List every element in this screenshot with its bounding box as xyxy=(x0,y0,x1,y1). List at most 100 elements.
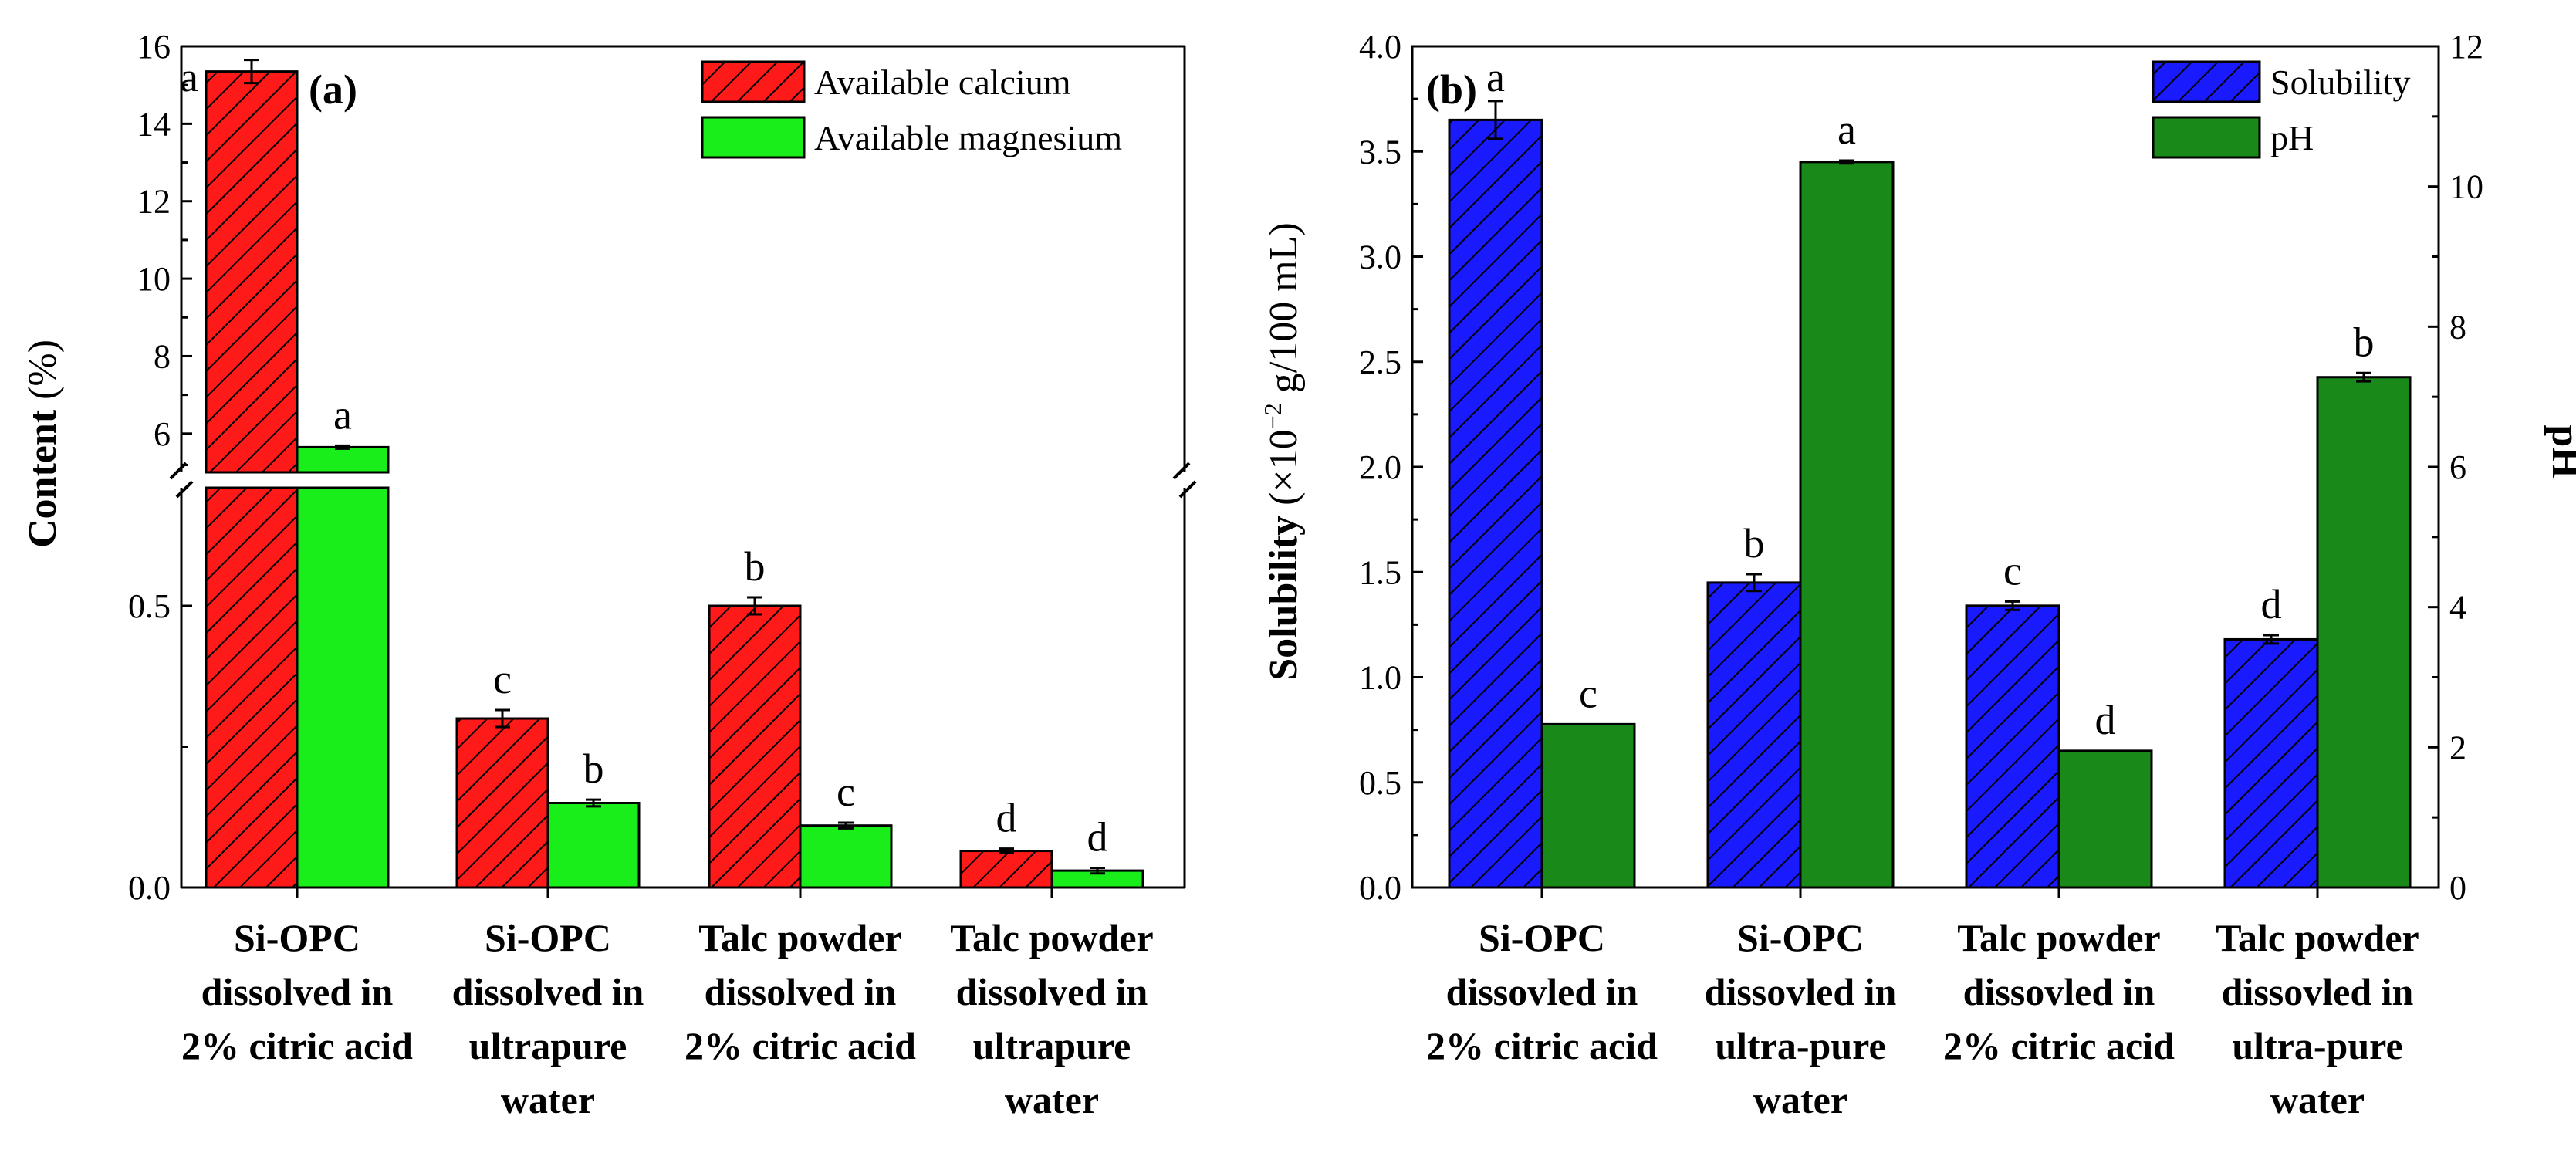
panel-a-legend: Available calcium Available magnesium xyxy=(701,60,1122,159)
legend-swatch-solubility xyxy=(2152,60,2261,103)
legend-label-available-magnesium: Available magnesium xyxy=(814,118,1122,157)
panel-a-category-label-3-line-1: Talc powder xyxy=(698,916,901,959)
panel-a-category-label-2-line-3: ultrapure xyxy=(469,1024,627,1067)
panel-a-y-tick-label-upper-5: 14 xyxy=(137,105,171,143)
panel-b-category-label-3-line-1: Talc powder xyxy=(1957,916,2160,959)
available-calcium-bar-1-upper xyxy=(205,70,299,474)
panel-b-chart: a b c d c a d b 0.0 0.5 1.0 1.5 2.0 2.5 3.0 3.5 4.0 0 2 4 6… xyxy=(1259,28,2576,1121)
panel-a-category-label-2-line-1: Si-OPC xyxy=(485,916,611,959)
panel-b-right-tick-label-5: 8 xyxy=(2449,308,2466,346)
panel-a-y-tick-label-lower-2: 0.5 xyxy=(128,587,171,625)
panel-b-category-label-1-line-1: Si-OPC xyxy=(1479,916,1605,959)
ph-bar-1 xyxy=(1540,722,1636,889)
solubility-bar-2 xyxy=(1706,581,1802,889)
panel-b-label: (b) xyxy=(1426,66,1477,113)
panel-a-y-tick-label-upper-2: 8 xyxy=(154,337,171,375)
available-calcium-bar-4 xyxy=(959,850,1053,889)
panel-a-category-label-1-line-1: Si-OPC xyxy=(234,916,360,959)
panel-b-category-label-4-line-4: water xyxy=(2270,1078,2365,1121)
ph-bar-3 xyxy=(2057,749,2153,889)
panel-b-right-tick-label-6: 10 xyxy=(2449,168,2483,206)
available-magnesium-bar-3 xyxy=(799,824,893,889)
panel-a-label: (a) xyxy=(309,66,357,113)
panel-b-y-ticks: 0.0 0.5 1.0 1.5 2.0 2.5 3.0 3.5 4.0 0 2 4 6 8 10 12 xyxy=(1359,28,2483,907)
panel-a-y-tick-label-upper-4: 12 xyxy=(137,183,171,221)
panel-a-y-ticks: 6 8 10 12 14 16 0.0 0.5 xyxy=(128,28,192,907)
panel-b-left-tick-label-8: 3.5 xyxy=(1359,133,1401,171)
panel-a-category-label-3-line-3: 2% citric acid xyxy=(685,1024,916,1067)
panel-a-category-label-4-line-2: dissolved in xyxy=(956,970,1148,1013)
panel-a-bars xyxy=(205,70,1144,889)
panel-b-right-y-axis-title: pH xyxy=(2544,424,2576,478)
available-magnesium-bar-4-letter: d xyxy=(1087,813,1108,860)
panel-b-left-tick-label-5: 2.0 xyxy=(1359,448,1401,486)
available-calcium-bar-2 xyxy=(455,717,549,889)
panel-b-left-tick-label-4: 1.5 xyxy=(1359,553,1401,591)
available-magnesium-bar-1-upper xyxy=(296,445,390,474)
available-calcium-bar-3 xyxy=(708,604,802,889)
panel-a-category-label-4-line-1: Talc powder xyxy=(950,916,1153,959)
available-calcium-bar-1-lower xyxy=(205,486,299,889)
solubility-bar-3-letter: c xyxy=(2003,547,2022,593)
panel-a-error-bars xyxy=(244,59,1105,875)
available-magnesium-bar-3-letter: c xyxy=(837,769,855,815)
panel-a-chart: a c b d a b c d 6 8 10 12 14 16 0.0 0.5 Si-OPC dissolve… xyxy=(21,28,1197,1121)
panel-a-category-label-4-line-4: water xyxy=(1005,1078,1099,1121)
panel-b-category-label-2-line-4: water xyxy=(1753,1078,1847,1121)
panel-a-category-label-2-line-4: water xyxy=(501,1078,595,1121)
legend-swatch-available-calcium xyxy=(701,60,806,103)
panel-a-y-tick-label-upper-3: 10 xyxy=(137,260,171,298)
panel-b-left-tick-label-7: 3.0 xyxy=(1359,238,1401,276)
panel-b-category-label-1-line-2: dissovled in xyxy=(1446,970,1638,1013)
ph-bar-2-letter: a xyxy=(1837,107,1856,153)
panel-b-error-bars xyxy=(1488,100,2371,645)
available-magnesium-bar-2-letter: b xyxy=(583,746,604,792)
panel-a-axis-break-mark-2b xyxy=(1178,480,1197,499)
panel-b-category-label-4-line-2: dissovled in xyxy=(2222,970,2414,1013)
panel-a-category-label-1-line-2: dissolved in xyxy=(201,970,394,1013)
ph-bar-4 xyxy=(2316,376,2412,889)
legend-label-solubility: Solubility xyxy=(2270,63,2410,102)
panel-a-significance-letters: a c b d a b c d xyxy=(180,54,1107,860)
panel-b-category-label-2-line-3: ultra-pure xyxy=(1715,1024,1885,1067)
panel-b-x-labels: Si-OPC dissovled in 2% citric acid Si-OPC di… xyxy=(1426,888,2419,1121)
panel-b-significance-letters: a b c d c a d b xyxy=(1486,54,2374,743)
panel-a-category-label-2-line-2: dissolved in xyxy=(452,970,644,1013)
panel-b-left-tick-label-3: 1.0 xyxy=(1359,659,1401,697)
panel-a-category-label-4-line-3: ultrapure xyxy=(973,1024,1131,1067)
panel-a-axes xyxy=(169,45,1197,889)
panel-a-y-tick-label-upper-6: 16 xyxy=(137,28,171,66)
available-calcium-bar-4-letter: d xyxy=(996,795,1017,841)
panel-b-bars xyxy=(1448,118,2412,889)
available-magnesium-bar-1-letter: a xyxy=(333,391,352,438)
solubility-bar-1 xyxy=(1448,118,1543,889)
legend-label-ph: pH xyxy=(2270,118,2314,157)
solubility-bar-1-letter: a xyxy=(1486,54,1505,100)
solubility-bar-4 xyxy=(2223,637,2319,889)
available-magnesium-bar-1-lower xyxy=(296,486,390,889)
ph-bar-1-letter: c xyxy=(1579,670,1597,716)
panel-b-category-label-4-line-3: ultra-pure xyxy=(2232,1024,2402,1067)
panel-b-right-tick-label-2: 2 xyxy=(2449,729,2466,766)
solubility-bar-4-letter: d xyxy=(2261,581,2282,627)
legend-swatch-available-magnesium xyxy=(701,116,806,159)
panel-b-category-label-2-line-2: dissovled in xyxy=(1705,970,1897,1013)
ph-bar-3-letter: d xyxy=(2095,697,2116,743)
panel-b-right-tick-label-3: 4 xyxy=(2449,589,2466,627)
panel-a-axis-break-mark-2a xyxy=(1172,462,1191,480)
panel-b-right-tick-label-4: 6 xyxy=(2449,448,2466,486)
panel-b-category-label-3-line-2: dissovled in xyxy=(1963,970,2155,1013)
solubility-bar-3 xyxy=(1965,604,2060,889)
panel-b-category-label-4-line-1: Talc powder xyxy=(2216,916,2419,959)
ph-bar-4-letter: b xyxy=(2354,319,2375,365)
available-calcium-bar-3-letter: b xyxy=(745,543,766,590)
panel-a-axis-break-mark-1b xyxy=(175,480,194,499)
panel-a-category-label-1-line-3: 2% citric acid xyxy=(181,1024,413,1067)
panel-b-left-y-axis-title: Solubility (×10−2 g/100 mL) xyxy=(1259,222,1306,681)
panel-b-right-tick-label-1: 0 xyxy=(2449,869,2466,907)
panel-b-category-label-2-line-1: Si-OPC xyxy=(1737,916,1864,959)
panel-b-left-tick-label-2: 0.5 xyxy=(1359,764,1401,802)
panel-b-right-tick-label-7: 12 xyxy=(2449,28,2483,66)
panel-b-legend: Solubility pH xyxy=(2152,60,2410,159)
